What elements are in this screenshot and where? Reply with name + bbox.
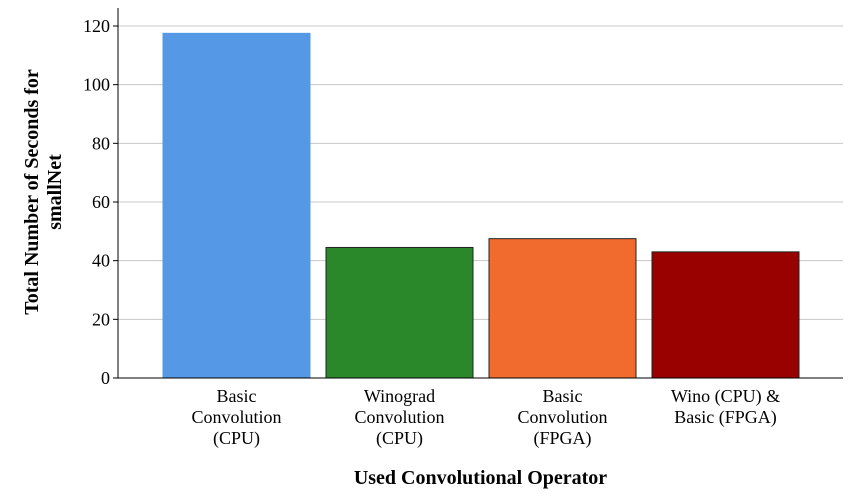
y-axis-title: Total Number of Seconds forsmallNet	[21, 69, 66, 315]
bar-3	[488, 238, 637, 379]
x-category-label: (CPU)	[213, 428, 260, 449]
y-axis-title-line: smallNet	[44, 154, 66, 230]
y-tick-label: 20	[92, 309, 110, 329]
x-category-label: Basic	[217, 386, 257, 406]
bar-1	[162, 32, 311, 379]
x-category-label: Convolution	[354, 407, 444, 427]
bar-2	[325, 246, 474, 379]
x-category-label: Convolution	[517, 407, 607, 427]
x-category-label: (FPGA)	[533, 428, 591, 449]
bar-4	[651, 251, 800, 379]
y-tick-label: 100	[83, 75, 110, 95]
x-category-label: Basic	[543, 386, 583, 406]
x-category-labels: BasicConvolution(CPU)WinogradConvolution…	[191, 386, 780, 449]
x-category-label: Convolution	[191, 407, 281, 427]
x-category-label: Wino (CPU) &	[671, 386, 780, 407]
y-ticks: 0 20 40 60 80 100 120	[83, 16, 118, 388]
bars	[162, 32, 800, 379]
y-tick-label: 80	[92, 133, 110, 153]
x-category-label: (CPU)	[376, 428, 423, 449]
y-tick-label: 0	[101, 368, 110, 388]
x-category-label: Basic (FPGA)	[674, 407, 777, 428]
y-tick-label: 40	[92, 251, 110, 271]
x-category-label: Winograd	[364, 386, 435, 406]
x-axis-title: Used Convolutional Operator	[354, 467, 607, 489]
y-axis-title-line: Total Number of Seconds for	[21, 69, 43, 315]
y-tick-label: 120	[83, 16, 110, 36]
y-tick-label: 60	[92, 192, 110, 212]
